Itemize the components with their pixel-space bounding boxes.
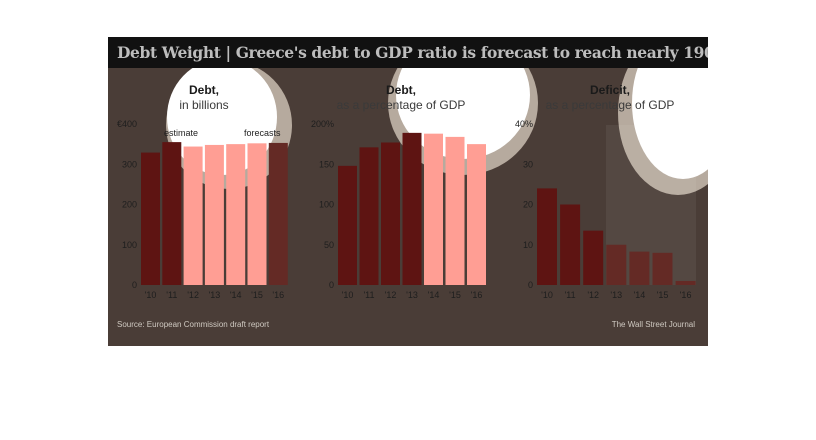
bar-annotation: forecasts [244,128,281,138]
chart-panel-1: Debt,in billions 0 100 200 300 €400 '10 '11 '12 '… [117,83,288,300]
bar [338,165,357,285]
bar [606,244,627,285]
y-tick-label: 30 [523,159,533,169]
x-tick-label: '10 [342,290,354,300]
x-tick-label: '11 [565,290,576,300]
y-tick-label: 0 [329,280,334,290]
x-tick-label: '16 [272,290,284,300]
x-tick-label: '10 [145,290,157,300]
bar [537,188,557,285]
bar [141,152,160,285]
y-tick-label: 100 [122,240,137,250]
bar-annotation: estimate [164,128,198,138]
bar [204,144,224,285]
x-tick-label: '12 [385,290,397,300]
y-tick-label: 100 [319,200,334,210]
bar [675,280,696,285]
header-bar [108,37,708,68]
bar [162,142,182,285]
bar [629,251,650,285]
bar [467,144,486,285]
y-tick-label: 20 [523,200,533,210]
y-tick-label: 200 [122,200,137,210]
x-tick-label: '15 [449,290,461,300]
infographic: Debt Weight | Greece's debt to GDP ratio… [108,37,708,346]
chart-subtitle: as a percentage of GDP [546,98,675,112]
bar [560,204,581,285]
bar [445,136,465,285]
chart-panel-3: Deficit,as a percentage of GDP 0 10 20 30 40%… [515,83,696,300]
y-tick-label: 200% [311,119,334,129]
y-tick-label: 40% [515,119,533,129]
bar [226,144,246,285]
bar [652,252,673,285]
y-tick-label: 50 [324,240,334,250]
x-tick-label: '15 [251,290,263,300]
headline-separator: | [225,43,231,62]
chart-title: Debt, [189,83,219,97]
x-tick-label: '13 [610,290,622,300]
chart-title: Deficit, [590,83,630,97]
bar [381,142,400,285]
x-tick-label: '13 [209,290,221,300]
source-note: Source: European Commission draft report [117,320,270,329]
chart-title: Debt, [386,83,416,97]
x-tick-label: '14 [230,290,242,300]
x-tick-label: '12 [187,290,199,300]
chart-panel-2: Debt,as a percentage of GDP 0 50 100 150 200%… [311,83,486,300]
chart-subtitle: as a percentage of GDP [337,98,466,112]
y-tick-label: 10 [523,240,533,250]
x-tick-label: '16 [471,290,483,300]
credit-note: The Wall Street Journal [611,320,695,329]
bar [183,146,203,285]
y-tick-label: 0 [528,280,533,290]
headline-text: Greece's debt to GDP ratio is forecast t… [235,43,708,62]
bar [424,133,443,285]
x-tick-label: '14 [634,290,646,300]
y-tick-label: 300 [122,159,137,169]
x-tick-label: '11 [363,290,374,300]
x-tick-label: '13 [406,290,418,300]
headline-bold: Debt Weight [117,43,221,62]
y-tick-label: 0 [132,280,137,290]
bar [359,147,379,285]
x-tick-label: '15 [657,290,669,300]
headline: Debt Weight | Greece's debt to GDP ratio… [117,43,708,62]
y-tick-label: €400 [117,119,137,129]
chart-subtitle: in billions [179,98,228,112]
bar [583,230,604,285]
bar [268,142,288,285]
x-tick-label: '12 [587,290,599,300]
x-tick-label: '14 [428,290,440,300]
bar [247,143,267,285]
x-tick-label: '16 [680,290,692,300]
y-tick-label: 150 [319,159,334,169]
bar [402,132,422,285]
x-tick-label: '11 [166,290,177,300]
x-tick-label: '10 [541,290,553,300]
